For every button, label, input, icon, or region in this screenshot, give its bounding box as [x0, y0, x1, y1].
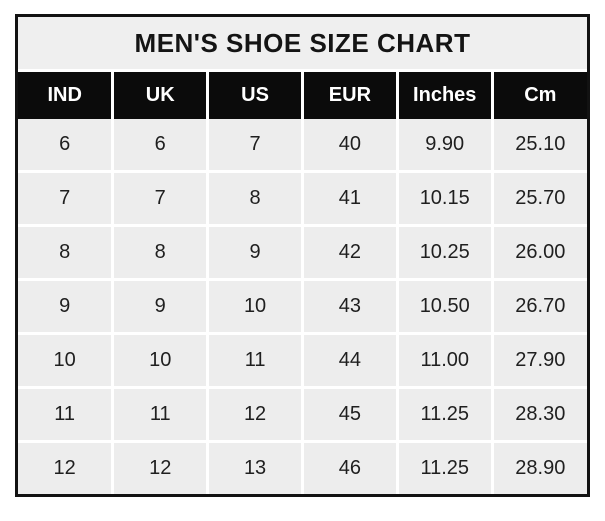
table-row: 8 8 9 42 10.25 26.00 [18, 223, 587, 281]
cell-cm: 25.70 [490, 169, 587, 227]
cell-us: 12 [206, 385, 304, 443]
table-row: 9 9 10 43 10.50 26.70 [18, 277, 587, 335]
cell-ind: 12 [18, 439, 115, 494]
cell-ind: 7 [18, 169, 115, 227]
cell-inches: 10.15 [395, 169, 494, 227]
header-cell-uk: UK [111, 69, 210, 119]
size-table-body: 6 6 7 40 9.90 25.10 7 7 8 41 10.15 25.70 8 8 9 42 10.25 2… [18, 119, 587, 494]
cell-uk: 8 [111, 223, 210, 281]
table-row: 12 12 13 46 11.25 28.90 [18, 439, 587, 494]
cell-ind: 11 [18, 385, 115, 443]
cell-cm: 25.10 [490, 119, 587, 173]
cell-us: 7 [206, 119, 304, 173]
size-table: MEN'S SHOE SIZE CHART IND UK US EUR Inches Cm… [18, 17, 587, 494]
cell-eur: 42 [300, 223, 399, 281]
cell-uk: 11 [111, 385, 210, 443]
cell-uk: 6 [111, 119, 210, 173]
cell-us: 13 [206, 439, 304, 494]
cell-uk: 12 [111, 439, 210, 494]
cell-eur: 41 [300, 169, 399, 227]
header-cell-us: US [206, 69, 304, 119]
cell-uk: 10 [111, 331, 210, 389]
cell-inches: 11.25 [395, 439, 494, 494]
cell-uk: 7 [111, 169, 210, 227]
header-cell-cm: Cm [490, 69, 587, 119]
size-table-head: MEN'S SHOE SIZE CHART IND UK US EUR Inches Cm [18, 17, 587, 119]
table-row: 6 6 7 40 9.90 25.10 [18, 119, 587, 173]
cell-ind: 9 [18, 277, 115, 335]
cell-ind: 8 [18, 223, 115, 281]
cell-eur: 46 [300, 439, 399, 494]
cell-eur: 40 [300, 119, 399, 173]
cell-ind: 6 [18, 119, 115, 173]
header-cell-ind: IND [18, 69, 115, 119]
header-row: IND UK US EUR Inches Cm [18, 69, 587, 119]
cell-us: 9 [206, 223, 304, 281]
cell-inches: 10.25 [395, 223, 494, 281]
cell-us: 8 [206, 169, 304, 227]
cell-cm: 26.70 [490, 277, 587, 335]
cell-us: 11 [206, 331, 304, 389]
title-row: MEN'S SHOE SIZE CHART [18, 17, 587, 72]
cell-inches: 10.50 [395, 277, 494, 335]
cell-inches: 9.90 [395, 119, 494, 173]
cell-eur: 44 [300, 331, 399, 389]
cell-cm: 26.00 [490, 223, 587, 281]
cell-us: 10 [206, 277, 304, 335]
cell-cm: 27.90 [490, 331, 587, 389]
table-row: 7 7 8 41 10.15 25.70 [18, 169, 587, 227]
cell-inches: 11.25 [395, 385, 494, 443]
table-row: 11 11 12 45 11.25 28.30 [18, 385, 587, 443]
cell-inches: 11.00 [395, 331, 494, 389]
page-title: MEN'S SHOE SIZE CHART [18, 17, 587, 72]
cell-cm: 28.90 [490, 439, 587, 494]
cell-ind: 10 [18, 331, 115, 389]
header-cell-eur: EUR [300, 69, 399, 119]
cell-eur: 45 [300, 385, 399, 443]
cell-eur: 43 [300, 277, 399, 335]
header-cell-inches: Inches [395, 69, 494, 119]
shoe-size-chart: MEN'S SHOE SIZE CHART IND UK US EUR Inches Cm… [15, 14, 590, 497]
table-row: 10 10 11 44 11.00 27.90 [18, 331, 587, 389]
cell-uk: 9 [111, 277, 210, 335]
cell-cm: 28.30 [490, 385, 587, 443]
